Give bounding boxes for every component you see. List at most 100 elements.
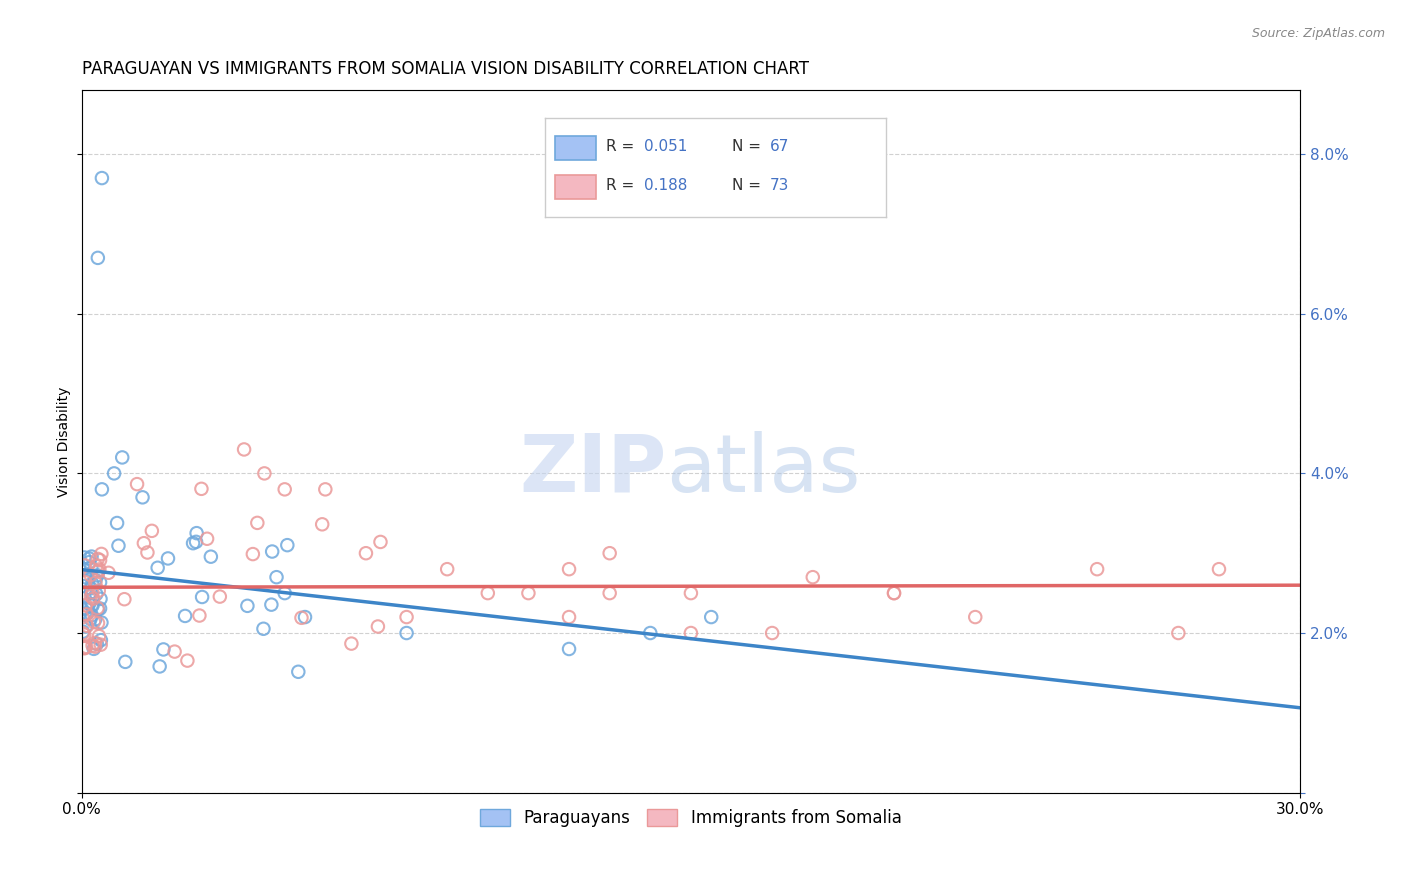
Point bbox=[395, 610, 418, 624]
Point bbox=[80, 581, 103, 595]
Point bbox=[75, 598, 97, 612]
Point bbox=[90, 615, 112, 630]
Point bbox=[89, 591, 111, 606]
Text: ZIP: ZIP bbox=[519, 431, 666, 508]
Point bbox=[599, 546, 621, 560]
Point bbox=[72, 610, 94, 624]
Point bbox=[72, 562, 94, 576]
Point bbox=[287, 665, 309, 679]
Point bbox=[395, 626, 418, 640]
Point bbox=[87, 602, 110, 616]
Text: Source: ZipAtlas.com: Source: ZipAtlas.com bbox=[1251, 27, 1385, 40]
Point bbox=[87, 615, 110, 630]
Point bbox=[87, 565, 110, 579]
Point bbox=[87, 251, 110, 265]
Point bbox=[190, 482, 212, 496]
Point bbox=[111, 450, 134, 465]
Point bbox=[97, 566, 120, 580]
Point bbox=[141, 524, 163, 538]
Point bbox=[82, 585, 104, 599]
Point bbox=[79, 555, 101, 569]
Point bbox=[208, 590, 231, 604]
Point bbox=[83, 641, 105, 656]
Point bbox=[340, 637, 363, 651]
Legend: Paraguayans, Immigrants from Somalia: Paraguayans, Immigrants from Somalia bbox=[474, 802, 908, 833]
Point bbox=[276, 538, 298, 552]
Point bbox=[253, 467, 276, 481]
Point bbox=[156, 551, 179, 566]
Point bbox=[80, 608, 103, 623]
Point bbox=[367, 619, 389, 633]
Point bbox=[246, 516, 269, 530]
Point bbox=[80, 585, 103, 599]
Point bbox=[84, 640, 107, 654]
Point bbox=[89, 601, 111, 615]
Point bbox=[79, 568, 101, 582]
Point bbox=[266, 570, 288, 584]
Point bbox=[72, 624, 94, 639]
Point bbox=[84, 612, 107, 626]
Point bbox=[75, 574, 97, 588]
Point bbox=[80, 560, 103, 574]
Point bbox=[599, 586, 621, 600]
Text: atlas: atlas bbox=[666, 431, 860, 508]
Point bbox=[84, 573, 107, 587]
Point bbox=[73, 575, 96, 590]
Point bbox=[105, 516, 128, 530]
Point bbox=[679, 586, 702, 600]
Point bbox=[90, 547, 112, 561]
Point bbox=[87, 583, 110, 598]
Point bbox=[72, 579, 94, 593]
Point bbox=[86, 601, 108, 615]
Point bbox=[152, 642, 174, 657]
Point bbox=[75, 601, 97, 615]
Point bbox=[370, 535, 392, 549]
Point bbox=[965, 610, 987, 624]
Point bbox=[114, 655, 136, 669]
Point bbox=[80, 590, 103, 604]
Point bbox=[89, 562, 111, 576]
Point bbox=[75, 640, 97, 654]
Point bbox=[200, 549, 222, 564]
Point bbox=[273, 483, 295, 497]
Point bbox=[1208, 562, 1230, 576]
Point bbox=[242, 547, 264, 561]
Point bbox=[132, 536, 155, 550]
Point bbox=[273, 586, 295, 600]
Point bbox=[801, 570, 824, 584]
Point bbox=[700, 610, 723, 624]
Point bbox=[84, 587, 107, 601]
Y-axis label: Vision Disability: Vision Disability bbox=[58, 386, 72, 497]
Point bbox=[87, 629, 110, 643]
Text: PARAGUAYAN VS IMMIGRANTS FROM SOMALIA VISION DISABILITY CORRELATION CHART: PARAGUAYAN VS IMMIGRANTS FROM SOMALIA VI… bbox=[82, 60, 808, 78]
Point bbox=[233, 442, 256, 457]
Point bbox=[260, 598, 283, 612]
Point bbox=[188, 608, 211, 623]
Point bbox=[76, 619, 98, 633]
Point bbox=[77, 551, 100, 566]
Point bbox=[436, 562, 458, 576]
Point bbox=[90, 638, 112, 652]
Point bbox=[89, 575, 111, 590]
Point bbox=[103, 467, 125, 481]
Point bbox=[191, 590, 214, 604]
Point bbox=[86, 637, 108, 651]
Point bbox=[84, 636, 107, 650]
Point bbox=[131, 491, 153, 505]
Point bbox=[75, 607, 97, 622]
Point bbox=[314, 483, 336, 497]
Point bbox=[82, 591, 104, 606]
Point bbox=[125, 477, 148, 491]
Point bbox=[558, 610, 581, 624]
Point bbox=[79, 612, 101, 626]
Point bbox=[181, 536, 204, 550]
Point bbox=[90, 633, 112, 648]
Point bbox=[112, 592, 135, 607]
Point bbox=[558, 562, 581, 576]
Point bbox=[761, 626, 783, 640]
Point bbox=[89, 553, 111, 567]
Point bbox=[174, 609, 197, 624]
Point bbox=[354, 546, 377, 560]
Point bbox=[76, 571, 98, 585]
Point bbox=[163, 644, 186, 658]
